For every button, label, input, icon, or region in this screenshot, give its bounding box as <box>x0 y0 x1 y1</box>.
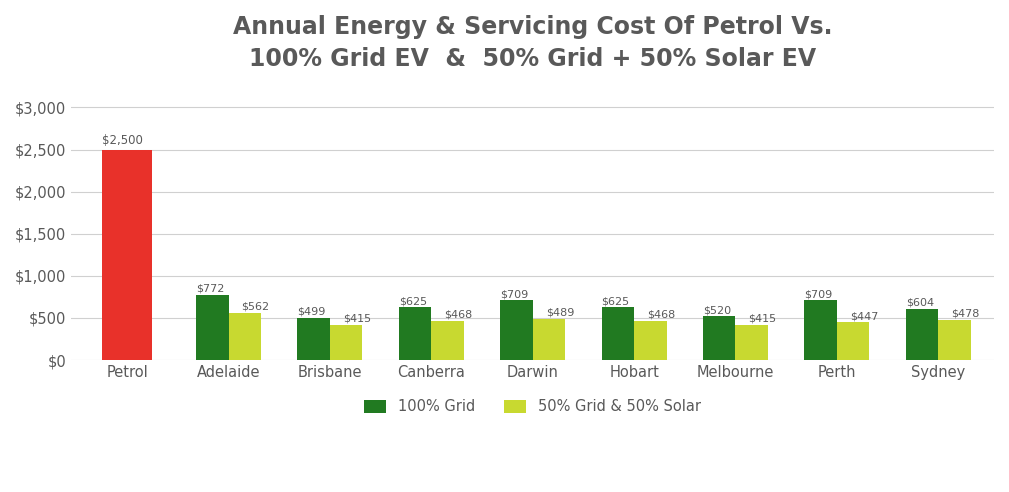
Text: $562: $562 <box>241 302 269 311</box>
Bar <box>399 308 431 360</box>
Text: $709: $709 <box>500 289 529 299</box>
Legend: 100% Grid, 50% Grid & 50% Solar: 100% Grid, 50% Grid & 50% Solar <box>358 394 706 420</box>
Bar <box>228 313 261 360</box>
Text: $604: $604 <box>906 298 934 308</box>
Text: $489: $489 <box>546 308 574 318</box>
Bar <box>804 300 836 360</box>
Bar <box>703 316 736 360</box>
Bar <box>196 295 228 360</box>
Text: $415: $415 <box>343 314 371 324</box>
Text: $499: $499 <box>298 307 326 317</box>
Bar <box>298 318 330 360</box>
Text: $2,500: $2,500 <box>102 134 142 148</box>
Text: $415: $415 <box>749 314 777 324</box>
Title: Annual Energy & Servicing Cost Of Petrol Vs.
100% Grid EV  &  50% Grid + 50% Sol: Annual Energy & Servicing Cost Of Petrol… <box>233 15 832 70</box>
Text: $625: $625 <box>601 296 630 306</box>
Text: $520: $520 <box>703 305 732 315</box>
Text: $478: $478 <box>951 308 980 318</box>
Bar <box>836 322 870 360</box>
Text: $625: $625 <box>399 296 427 306</box>
Bar <box>500 300 533 360</box>
Bar <box>906 309 938 360</box>
Bar <box>330 325 362 360</box>
Text: $468: $468 <box>444 309 472 319</box>
Bar <box>431 321 464 360</box>
Bar <box>736 325 768 360</box>
Bar <box>102 150 152 360</box>
Bar <box>938 320 971 360</box>
Text: $447: $447 <box>850 311 878 321</box>
Text: $468: $468 <box>647 309 675 319</box>
Bar <box>634 321 667 360</box>
Bar <box>533 319 565 360</box>
Text: $772: $772 <box>196 284 224 294</box>
Bar <box>601 308 634 360</box>
Text: $709: $709 <box>804 289 832 299</box>
